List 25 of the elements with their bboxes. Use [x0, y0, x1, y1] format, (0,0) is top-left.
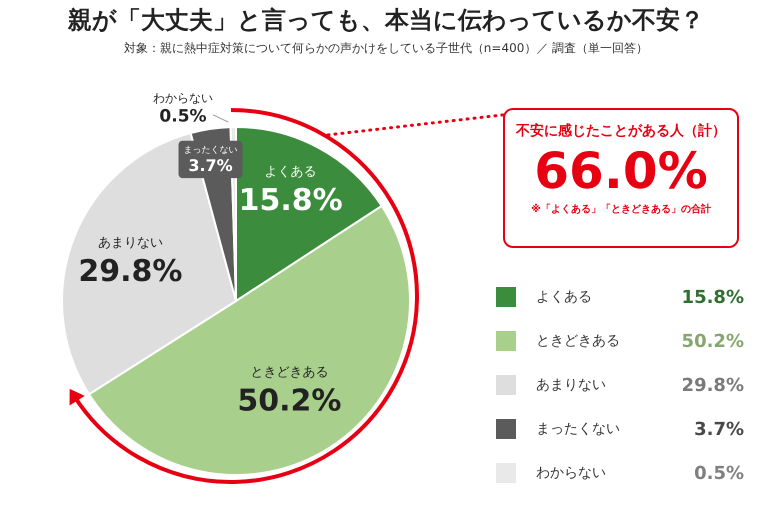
chart-title: 親が「大丈夫」と言っても、本当に伝わっているか不安？ [66, 5, 705, 36]
text: 66.0% [533, 141, 709, 202]
chart-subtitle: 対象：親に熱中症対策について何らかの声かけをしている子世代（n=400）／ 調査（単一回答） [122, 40, 650, 57]
legend-label: ときどきある [536, 332, 621, 350]
text: 3.7% [694, 418, 744, 440]
data-label: 29.8% [78, 254, 182, 289]
data-label: 3.7% [188, 156, 233, 176]
data-label: 0.5% [159, 106, 207, 127]
text: 不安に感じたことがある人（計） [514, 122, 727, 140]
legend-label: まったくない [536, 420, 621, 438]
data-label: 50.2% [237, 384, 342, 419]
legend-label: よくある [536, 288, 593, 306]
data-label: 15.8% [238, 182, 343, 218]
slice-label: わからない [153, 91, 213, 106]
text: ※「よくある」「ときどきある」の合計 [530, 202, 712, 216]
slice-label: ときどきある [250, 365, 328, 380]
text: 15.8% [682, 286, 744, 308]
text: 29.8% [682, 374, 744, 396]
slice-label: まったくない [184, 146, 238, 156]
legend-label: わからない [536, 464, 607, 482]
text: 50.2% [682, 330, 744, 352]
legend-label: あまりない [536, 376, 607, 394]
text: 0.5% [694, 462, 744, 484]
slice-label: あまりない [98, 235, 163, 250]
slice-label: よくある [264, 164, 317, 180]
